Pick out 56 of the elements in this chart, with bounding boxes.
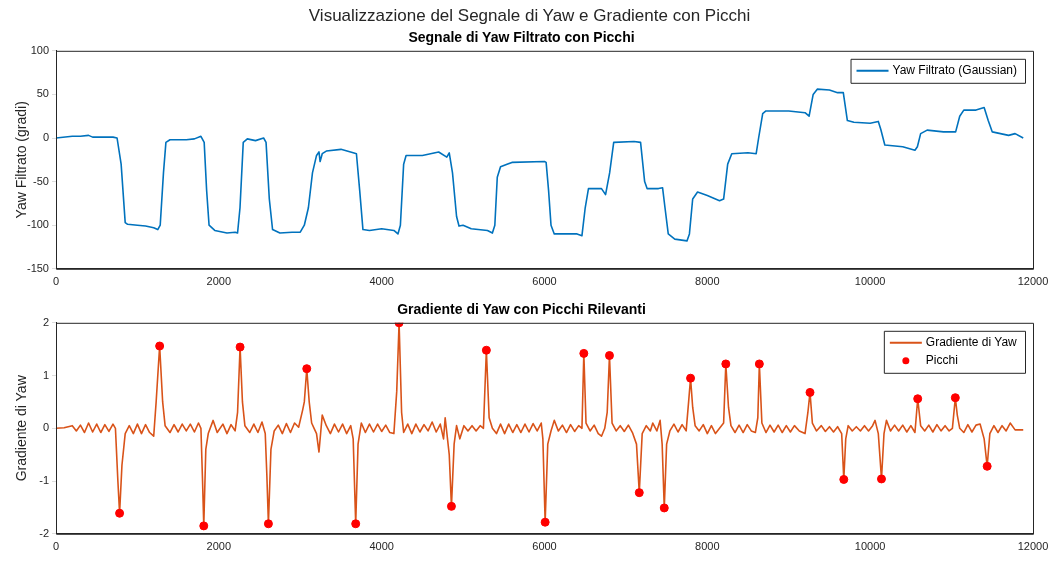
point	[199, 521, 209, 531]
point	[876, 474, 886, 484]
x-tick-label: 6000	[532, 275, 557, 288]
point	[721, 359, 731, 369]
y-tick-label: 0	[42, 421, 49, 434]
y-tick-label: 0	[42, 131, 49, 144]
x-tick-label: 0	[52, 275, 60, 288]
legend-label: Picchi	[925, 353, 958, 368]
point	[982, 461, 992, 471]
point	[579, 348, 589, 358]
x-tick-label: 8000	[695, 275, 720, 288]
chart-title: Gradiente di Yaw con Picchi Rilevanti	[397, 301, 646, 318]
y-tick-label: 50	[36, 87, 49, 100]
point	[634, 488, 644, 498]
y-tick-label: 1	[42, 368, 49, 381]
y-tick-label: -50	[33, 174, 49, 187]
legend-label: Yaw Filtrato (Gaussian)	[892, 63, 1017, 78]
x-tick-label: 2000	[206, 540, 232, 553]
x-tick-label: 4000	[369, 540, 394, 553]
y-tick-label: -100	[26, 218, 49, 231]
y-tick-label: -150	[26, 261, 49, 274]
point	[115, 508, 125, 518]
x-tick-label: 0	[52, 540, 60, 553]
point	[839, 474, 849, 484]
chart-title: Visualizzazione del Segnale di Yaw e Gradiente con Picchi	[307, 6, 752, 26]
point	[302, 364, 312, 374]
x-tick-label: 12000	[1017, 275, 1049, 288]
x-tick-label: 10000	[854, 540, 886, 553]
point	[481, 345, 491, 355]
chart-subtitle: Segnale di Yaw Filtrato con Picchi	[408, 29, 635, 46]
y-tick-label: 2	[42, 315, 49, 328]
x-tick-label: 12000	[1017, 540, 1049, 553]
point	[263, 519, 273, 529]
point	[754, 359, 764, 369]
point	[446, 501, 456, 511]
y-tick-label: 100	[30, 43, 49, 56]
x-tick-label: 8000	[695, 540, 720, 553]
point	[540, 517, 550, 527]
x-tick-label: 2000	[206, 275, 232, 288]
point	[686, 373, 696, 383]
point	[659, 503, 669, 513]
x-tick-label: 10000	[854, 275, 886, 288]
point	[235, 342, 245, 352]
y-axis-title: Gradiente di Yaw	[13, 374, 30, 482]
y-axis-title: Yaw Filtrato (gradi)	[13, 101, 30, 219]
point	[913, 394, 923, 404]
y-tick-label: -1	[39, 474, 49, 487]
point	[805, 387, 815, 397]
legend-label: Gradiente di Yaw	[925, 335, 1018, 350]
point	[155, 341, 165, 351]
point	[604, 351, 614, 361]
point	[351, 519, 361, 529]
y-tick-label: -2	[39, 526, 49, 539]
x-tick-label: 6000	[532, 540, 557, 553]
x-tick-label: 4000	[369, 275, 394, 288]
point	[950, 393, 960, 403]
